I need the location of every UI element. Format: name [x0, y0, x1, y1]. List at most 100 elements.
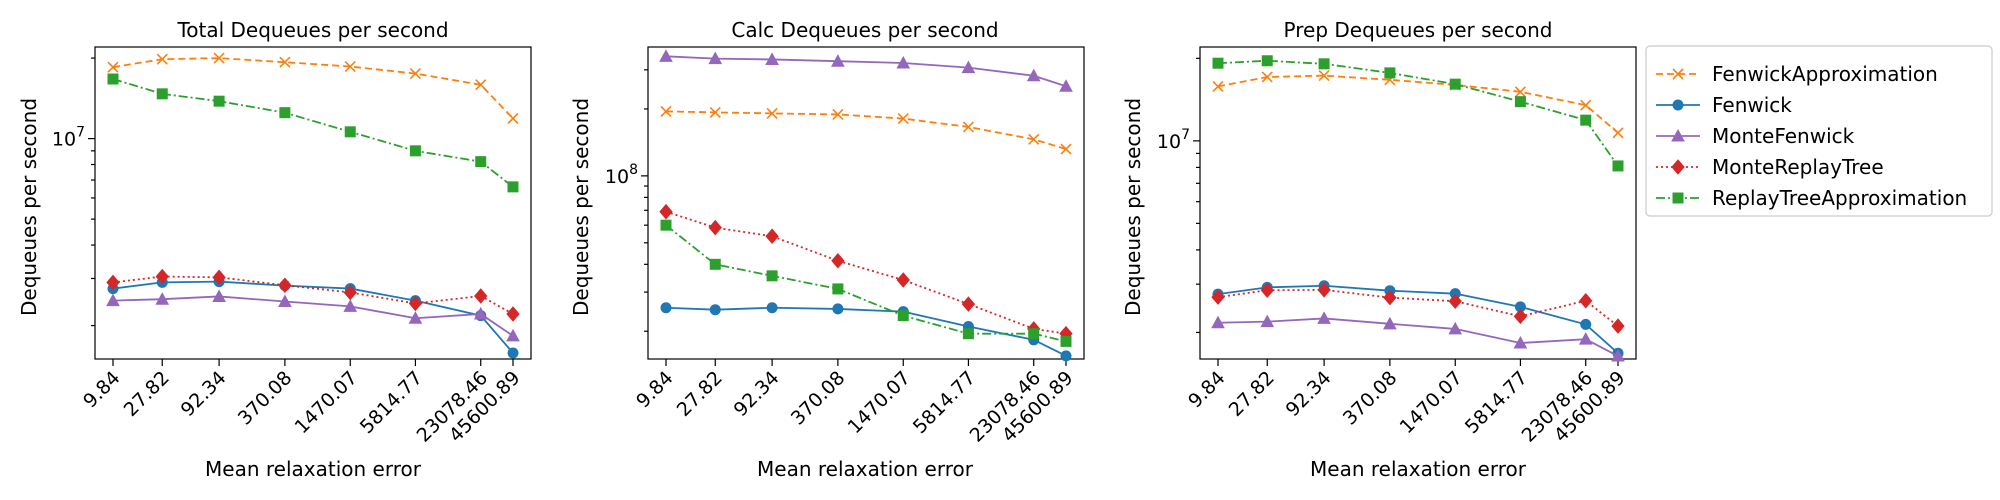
data-point [344, 126, 356, 138]
data-point [1260, 282, 1274, 299]
data-point [962, 121, 974, 133]
x-tick-label: 9.84 [79, 367, 124, 412]
data-point [660, 219, 672, 231]
x-tick-label: 1470.07 [291, 367, 362, 438]
x-tick-label: 370.08 [787, 367, 850, 430]
data-point [279, 107, 291, 119]
data-point [831, 54, 845, 67]
series-MonteReplayTree [659, 203, 1073, 342]
data-point [343, 299, 358, 312]
data-point [659, 203, 673, 220]
x-axis-label: Mean relaxation error [205, 457, 422, 481]
x-tick-label: 27.82 [120, 367, 174, 421]
legend-marker [1671, 128, 1685, 142]
x-tick-label: 1470.07 [844, 367, 915, 438]
data-point [896, 272, 910, 288]
data-point [708, 219, 722, 236]
data-point [660, 105, 672, 117]
data-point [1317, 282, 1331, 298]
data-point [1317, 311, 1331, 324]
data-point [475, 79, 487, 91]
data-point [1384, 67, 1396, 79]
data-point [278, 277, 292, 294]
x-tick-label: 9.84 [632, 367, 677, 412]
series-MonteReplayTree [1211, 282, 1625, 334]
data-point [896, 55, 911, 69]
data-point [1611, 318, 1625, 334]
x-tick-label: 92.34 [1282, 367, 1336, 421]
data-point [343, 284, 357, 301]
data-point [1580, 318, 1592, 330]
data-point [107, 61, 119, 73]
data-point [107, 73, 119, 85]
chart-title: Calc Dequeues per second [731, 18, 998, 42]
x-tick-label: 92.34 [730, 367, 784, 421]
data-point [832, 108, 844, 120]
x-tick-label: 27.82 [1225, 367, 1279, 421]
data-point [1580, 99, 1592, 111]
data-point [1028, 328, 1040, 340]
y-tick-label: 107 [52, 125, 85, 151]
data-point [766, 302, 778, 314]
legend-marker [1671, 159, 1685, 175]
data-point [1060, 350, 1072, 362]
series-line [1217, 284, 1619, 354]
series-line [665, 55, 1067, 88]
data-point [213, 95, 225, 107]
series-line [1217, 288, 1619, 327]
series-line [1217, 59, 1619, 167]
data-point [1611, 349, 1625, 362]
chart-prep-dequeues: Prep Dequeues per second Mean relaxation… [1121, 18, 1637, 481]
chart-title: Prep Dequeues per second [1284, 18, 1553, 42]
legend-item: ReplayTreeApproximation [1656, 186, 1967, 210]
x-axis-label: Mean relaxation error [1310, 457, 1527, 481]
data-point [106, 293, 120, 307]
data-point [709, 258, 721, 270]
data-point [212, 269, 226, 286]
x-tick-label: 92.34 [177, 367, 231, 421]
legend-label: MonteFenwick [1712, 124, 1855, 148]
data-point [831, 252, 845, 269]
legend-marker [1672, 99, 1684, 111]
legend-marker [1672, 192, 1684, 204]
series-MonteReplayTree [106, 268, 520, 322]
series-line [665, 306, 1067, 357]
data-point [1060, 143, 1072, 155]
series-line [1217, 317, 1619, 357]
data-point [1211, 289, 1225, 305]
series-ReplayTreeApproximation [1212, 55, 1624, 172]
data-point [659, 49, 673, 62]
data-point [961, 296, 976, 312]
data-point [408, 311, 423, 324]
series-MonteFenwick [106, 289, 520, 342]
legend-item: FenwickApproximation [1656, 62, 1938, 86]
series-line [665, 110, 1067, 150]
data-point [409, 145, 421, 157]
legend-frame [1645, 45, 1993, 217]
chart-total-dequeues: Total Dequeues per second Mean relaxatio… [17, 18, 532, 481]
series-MonteFenwick [659, 49, 1073, 92]
data-point [156, 53, 168, 65]
data-point [506, 328, 520, 342]
plot-frame [647, 46, 1085, 360]
series-ReplayTreeApproximation [660, 219, 1072, 347]
data-point [474, 288, 488, 304]
data-point [1580, 114, 1592, 126]
data-point [962, 328, 974, 340]
series-line [112, 280, 514, 354]
chart-calc-dequeues: Calc Dequeues per second Mean relaxation… [569, 18, 1085, 481]
data-point [1261, 71, 1273, 83]
data-point [832, 303, 844, 315]
series-line [112, 78, 514, 188]
data-point [1448, 293, 1462, 309]
data-point [408, 295, 423, 312]
data-point [1260, 314, 1275, 328]
series-Fenwick [1212, 280, 1624, 359]
data-point [213, 52, 225, 64]
x-tick-label: 9.84 [1184, 367, 1229, 412]
plot-frame [1199, 46, 1637, 360]
data-point [1449, 78, 1461, 90]
y-tick-label: 108 [605, 162, 638, 188]
legend-item: Fenwick [1656, 93, 1792, 117]
data-point [1514, 86, 1526, 98]
